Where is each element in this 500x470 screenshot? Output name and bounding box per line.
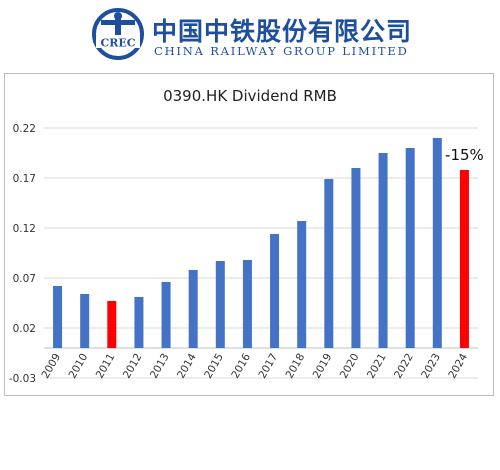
x-tick-label: 2022 xyxy=(392,352,416,381)
emblem-text: CREC xyxy=(100,37,135,50)
x-tick-label: 2010 xyxy=(67,352,91,381)
x-tick-label: 2018 xyxy=(284,352,308,381)
y-tick-label: 0.22 xyxy=(13,123,36,135)
x-tick-label: 2012 xyxy=(121,352,145,381)
company-name-en: CHINA RAILWAY GROUP LIMITED xyxy=(154,44,409,58)
y-tick-label: -0.03 xyxy=(9,373,36,385)
x-tick-label: 2019 xyxy=(311,352,335,381)
bar-2016 xyxy=(242,260,252,348)
bar-2013 xyxy=(161,282,171,348)
company-name-cn: 中国中铁股份有限公司 xyxy=(152,17,413,46)
bar-2011 xyxy=(107,301,117,348)
bar-2019 xyxy=(324,179,334,348)
bar-2014 xyxy=(188,270,198,348)
x-tick-label: 2021 xyxy=(365,352,389,381)
crec-emblem-icon: CREC xyxy=(92,8,144,60)
y-tick-label: 0.02 xyxy=(13,323,36,335)
bar-2017 xyxy=(270,234,280,348)
y-tick-label: 0.07 xyxy=(13,273,36,285)
x-tick-label: 2016 xyxy=(229,351,253,380)
bar-2024 xyxy=(459,170,469,348)
bar-2021 xyxy=(378,153,388,348)
x-tick-label: 2020 xyxy=(338,352,362,381)
x-tick-label: 2015 xyxy=(202,352,226,381)
bar-2010 xyxy=(80,294,90,348)
company-logo: CREC 中国中铁股份有限公司 CHINA RAILWAY GROUP LIMI… xyxy=(90,8,411,60)
bar-2023 xyxy=(432,138,442,348)
x-tick-label: 2024 xyxy=(446,351,470,380)
x-tick-label: 2013 xyxy=(148,352,172,381)
bar-2015 xyxy=(215,261,225,348)
bar-2012 xyxy=(134,297,144,348)
bar-2009 xyxy=(53,286,63,348)
x-tick-label: 2023 xyxy=(419,352,443,381)
x-tick-label: 2009 xyxy=(39,352,63,381)
chart-title: 0390.HK Dividend RMB xyxy=(163,87,337,105)
y-tick-label: 0.17 xyxy=(13,173,36,185)
x-tick-label: 2017 xyxy=(256,352,280,381)
bar-2022 xyxy=(405,148,415,348)
y-tick-label: 0.12 xyxy=(13,223,36,235)
bar-2020 xyxy=(351,168,361,348)
annotation-label: -15% xyxy=(445,146,484,164)
bar-2018 xyxy=(297,221,307,348)
x-tick-label: 2014 xyxy=(175,351,199,380)
x-tick-label: 2011 xyxy=(94,352,118,381)
